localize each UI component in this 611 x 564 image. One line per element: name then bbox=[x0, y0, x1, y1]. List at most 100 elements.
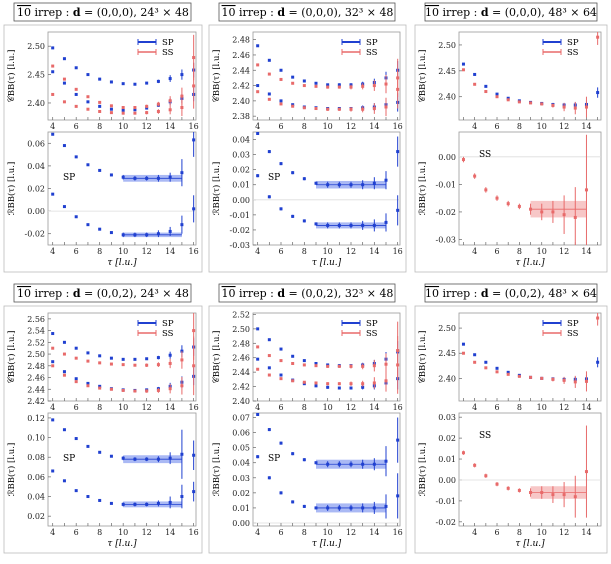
data-point-sp bbox=[302, 177, 306, 181]
data-point-ss bbox=[145, 104, 149, 108]
legend-label-ss: SS bbox=[567, 48, 579, 58]
data-point-sp bbox=[291, 452, 295, 456]
data-point-sp bbox=[98, 450, 102, 454]
title-text: 10 irrep : d = (0,0,2), 24³ × 48 bbox=[17, 287, 189, 300]
data-point-sp bbox=[279, 99, 283, 103]
data-point-sp bbox=[86, 351, 90, 355]
x-tick-label: 16 bbox=[393, 528, 403, 537]
data-point-sp bbox=[109, 107, 113, 111]
x-tick-label: 8 bbox=[517, 247, 522, 256]
data-point-ss bbox=[506, 202, 510, 206]
data-point-ss bbox=[551, 493, 555, 497]
legend-label-ss: SS bbox=[567, 329, 579, 339]
chart-title: 10 irrep : d = (0,0,2), 32³ × 48 bbox=[218, 283, 396, 303]
data-point-ss bbox=[145, 111, 149, 115]
data-point-ss bbox=[573, 215, 577, 219]
data-point-ss bbox=[551, 377, 555, 381]
data-point-ss bbox=[279, 359, 283, 363]
x-tick-label: 10 bbox=[323, 122, 333, 131]
data-point-ss bbox=[98, 109, 102, 113]
data-point-sp bbox=[349, 183, 353, 187]
x-tick-label: 4 bbox=[50, 122, 55, 131]
x-tick-label: 4 bbox=[50, 247, 55, 256]
data-point-sp bbox=[337, 462, 341, 466]
data-point-ss bbox=[540, 376, 544, 380]
x-tick-label: 10 bbox=[323, 528, 333, 537]
data-point-sp bbox=[279, 441, 283, 445]
data-point-ss bbox=[267, 72, 271, 76]
x-tick-label: 12 bbox=[142, 403, 152, 412]
data-point-sp bbox=[86, 223, 90, 227]
data-point-ss bbox=[291, 81, 295, 85]
y-tick-label: 0.04 bbox=[27, 493, 45, 502]
x-tick-label: 10 bbox=[118, 247, 128, 256]
data-point-ss bbox=[168, 387, 172, 391]
title-text: 10 irrep : d = (0,0,0), 24³ × 48 bbox=[17, 6, 189, 19]
data-point-ss bbox=[584, 470, 588, 474]
x-tick-label: 10 bbox=[118, 403, 128, 412]
title-frame bbox=[218, 2, 396, 22]
y-tick-label: 0.07 bbox=[232, 414, 250, 423]
data-point-sp bbox=[168, 353, 172, 357]
data-point-ss bbox=[291, 361, 295, 365]
x-axis-label: τ [l.u.] bbox=[515, 258, 545, 268]
data-point-sp bbox=[372, 181, 376, 185]
title-frame bbox=[424, 2, 598, 22]
data-point-sp bbox=[495, 92, 499, 96]
x-tick-label: 12 bbox=[559, 247, 569, 256]
y-tick-label: 0.06 bbox=[232, 429, 250, 438]
data-point-sp bbox=[372, 223, 376, 227]
y-tick-label: 2.45 bbox=[438, 67, 456, 76]
data-point-ss bbox=[584, 379, 588, 383]
x-tick-label: 10 bbox=[537, 528, 547, 537]
data-point-sp bbox=[74, 346, 78, 350]
data-point-sp bbox=[62, 370, 66, 374]
data-point-ss bbox=[461, 68, 465, 72]
data-point-sp bbox=[267, 195, 271, 199]
data-point-ss bbox=[529, 207, 533, 211]
y-tick-label: 2.40 bbox=[232, 97, 250, 106]
y-tick-label: 2.45 bbox=[438, 349, 456, 358]
data-point-ss bbox=[302, 363, 306, 367]
y-tick-label: 2.50 bbox=[438, 41, 456, 50]
data-point-ss bbox=[314, 381, 318, 385]
legend-label-sp: SP bbox=[366, 38, 378, 48]
data-point-ss bbox=[326, 85, 330, 89]
data-point-ss bbox=[506, 486, 510, 490]
x-tick-label: 6 bbox=[278, 403, 283, 412]
y-tick-label: 2.50 bbox=[27, 350, 45, 359]
y-tick-label: 2.46 bbox=[232, 354, 250, 363]
data-point-sp bbox=[133, 457, 137, 461]
y-tick-label: 0.02 bbox=[438, 434, 456, 443]
x-tick-label: 6 bbox=[494, 122, 499, 131]
plot-area bbox=[47, 31, 197, 121]
data-point-ss bbox=[562, 213, 566, 217]
data-point-sp bbox=[180, 73, 184, 77]
d-value: = (0,0,2), 24³ × 48 bbox=[81, 287, 189, 300]
data-point-ss bbox=[326, 107, 330, 111]
chart-title: 10 irrep : d = (0,0,2), 24³ × 48 bbox=[13, 283, 192, 303]
data-point-sp bbox=[168, 77, 172, 81]
data-point-ss bbox=[337, 382, 341, 386]
inline-series-label: SS bbox=[479, 150, 491, 160]
inline-series-label: SP bbox=[63, 454, 75, 464]
data-point-sp bbox=[62, 340, 66, 344]
data-point-ss bbox=[279, 102, 283, 106]
data-point-sp bbox=[279, 373, 283, 377]
data-point-ss bbox=[361, 107, 365, 111]
irrep-word: irrep : bbox=[439, 287, 481, 300]
data-point-sp bbox=[291, 75, 295, 79]
chart-panel-5: 10 irrep : d = (0,0,2), 32³ × 48 2.40 2.42… bbox=[208, 283, 407, 554]
x-tick-label: 12 bbox=[142, 528, 152, 537]
data-point-sp bbox=[326, 385, 330, 389]
x-tick-label: 8 bbox=[517, 403, 522, 412]
data-point-ss bbox=[484, 474, 488, 478]
irrep-label: 10 bbox=[222, 287, 236, 300]
data-point-ss bbox=[62, 352, 66, 356]
data-point-sp bbox=[145, 357, 149, 361]
data-point-ss bbox=[349, 107, 353, 111]
legend-label-ss: SS bbox=[162, 329, 174, 339]
d-symbol: d bbox=[481, 6, 489, 19]
